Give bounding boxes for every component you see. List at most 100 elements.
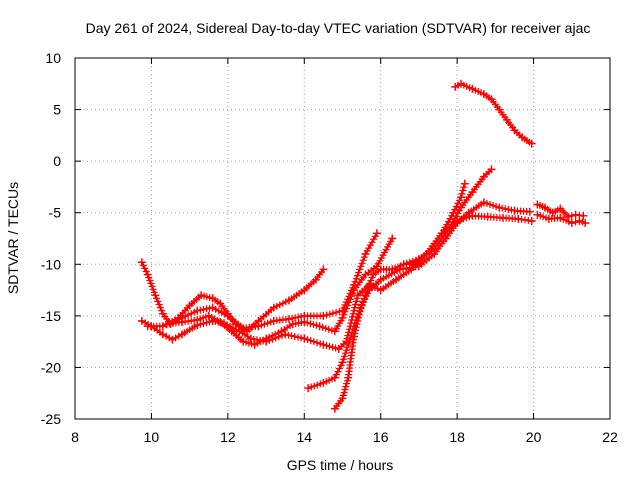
data-point: [533, 200, 542, 209]
data-point: [510, 206, 519, 215]
data-point: [567, 219, 576, 227]
data-point: [185, 301, 194, 310]
data-point: [376, 275, 385, 284]
data-point: [451, 82, 460, 91]
y-tick-label: -20: [41, 359, 61, 375]
y-ticks: -25 -20 -15 -10 -5 0 5 10: [41, 50, 610, 427]
data-point: [445, 224, 454, 233]
data-point: [548, 208, 557, 217]
data-point: [269, 303, 278, 312]
x-tick-label: 16: [373, 429, 389, 445]
data-point: [495, 105, 504, 114]
data-point: [269, 317, 278, 325]
data-point: [514, 214, 523, 223]
grid: [75, 58, 610, 419]
data-point: [300, 334, 309, 343]
data-point: [457, 193, 465, 202]
data-point: [361, 270, 370, 279]
data-point: [151, 291, 160, 300]
series-track-j: [533, 210, 590, 227]
data-point: [376, 286, 385, 295]
data-point: [193, 306, 202, 315]
data-point: [468, 84, 477, 93]
data-point: [544, 214, 553, 223]
data-point: [250, 340, 259, 349]
data-point: [556, 204, 565, 213]
data-point: [460, 179, 469, 188]
data-point: [300, 286, 309, 295]
data-point: [579, 211, 588, 220]
data-point: [483, 212, 492, 221]
data-point: [143, 270, 152, 279]
data-point: [479, 198, 488, 207]
series-track-g: [407, 179, 469, 269]
series-track-i: [533, 200, 588, 221]
data-point: [502, 115, 511, 124]
data-point: [304, 384, 313, 393]
x-tick-label: 18: [449, 429, 465, 445]
data-point: [162, 320, 171, 329]
data-point: [319, 311, 328, 320]
data-point: [518, 133, 527, 142]
data-point: [158, 309, 167, 318]
data-point: [388, 265, 397, 274]
data-point: [399, 260, 408, 269]
data-point: [369, 270, 378, 279]
data-point: [581, 219, 590, 227]
data-point: [300, 318, 309, 326]
data-point: [556, 213, 565, 222]
data-point: [277, 327, 286, 336]
data-point: [315, 322, 324, 331]
data-point: [338, 358, 347, 367]
series-track-h: [451, 79, 536, 148]
data-point: [330, 404, 339, 413]
data-point: [457, 203, 465, 212]
series-markers: [533, 211, 589, 227]
y-axis-label: SDTVAR / TECUs: [5, 182, 21, 294]
data-point: [449, 208, 458, 217]
data-point: [392, 275, 400, 284]
data-point: [143, 322, 152, 331]
data-point: [223, 309, 232, 318]
data-point: [239, 337, 248, 346]
data-point: [254, 317, 263, 325]
data-point: [571, 210, 580, 219]
y-tick-label: -5: [49, 205, 62, 221]
data-point: [174, 313, 183, 322]
plot-frame: [74, 57, 611, 420]
data-point: [319, 265, 328, 274]
chart-title: Day 261 of 2024, Sidereal Day-to-day VTE…: [86, 20, 591, 36]
data-point: [527, 217, 536, 225]
data-point: [527, 139, 536, 148]
data-point: [350, 286, 358, 295]
data-point: [376, 265, 385, 274]
data-point: [208, 294, 217, 303]
series-markers: [304, 165, 495, 392]
data-point: [216, 299, 225, 308]
data-point: [319, 378, 328, 387]
data-point: [243, 327, 251, 336]
data-point: [208, 303, 217, 312]
data-point: [338, 313, 347, 322]
y-tick-label: -10: [41, 256, 61, 272]
data-point: [216, 318, 225, 326]
data-point: [288, 320, 297, 329]
series-track-d: [162, 234, 397, 349]
y-tick-label: -25: [41, 411, 61, 427]
data-point: [487, 95, 496, 104]
data-point: [168, 335, 177, 344]
data-point: [564, 212, 572, 221]
data-point: [344, 373, 353, 382]
data-point: [319, 340, 328, 349]
y-tick-label: 10: [45, 50, 61, 66]
data-point: [361, 250, 370, 258]
data-point: [525, 207, 534, 216]
data-point: [227, 327, 236, 336]
data-point: [178, 330, 186, 339]
data-point: [334, 344, 343, 353]
x-tick-label: 8: [71, 429, 79, 445]
data-point: [178, 318, 186, 326]
x-tick-label: 14: [296, 429, 312, 445]
data-point: [468, 188, 477, 197]
